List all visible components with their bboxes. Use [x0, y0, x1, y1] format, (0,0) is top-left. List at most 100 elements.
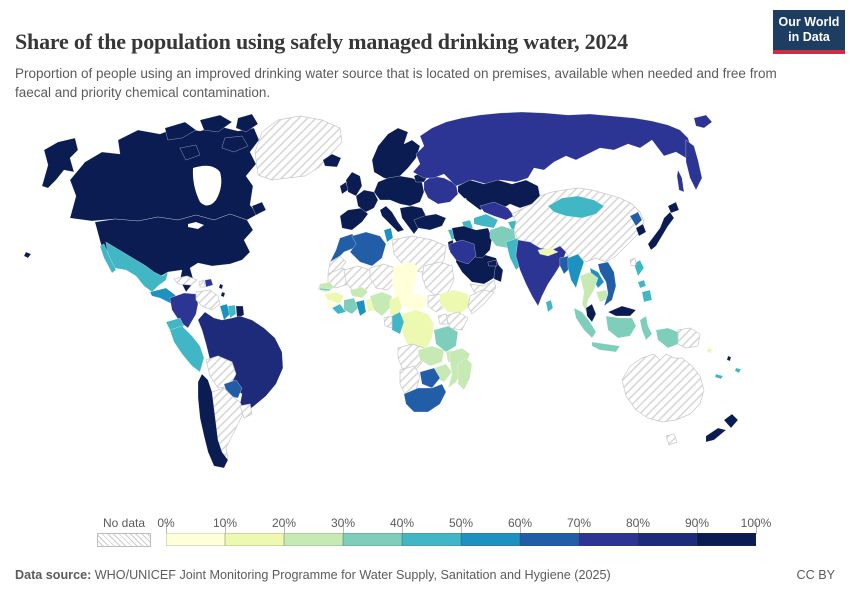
- country-canada[interactable]: [164, 121, 197, 141]
- country-mexico-baja[interactable]: [99, 243, 117, 274]
- country-somalia[interactable]: [467, 289, 495, 315]
- country-madagascar[interactable]: [457, 357, 473, 391]
- legend-no-data-swatch[interactable]: [97, 533, 151, 547]
- country-uk[interactable]: [345, 171, 363, 197]
- legend-bin-90-100%[interactable]: [697, 533, 756, 546]
- legend-bin-10-20%[interactable]: [225, 533, 284, 546]
- country-liberia[interactable]: [331, 303, 347, 315]
- region-iberia[interactable]: [339, 207, 369, 231]
- country-myanmar[interactable]: [567, 253, 585, 289]
- license-link[interactable]: CC BY: [796, 568, 836, 582]
- country-kenya[interactable]: [445, 311, 469, 331]
- legend-bin-70-80%[interactable]: [579, 533, 638, 546]
- country-greenland[interactable]: [254, 115, 343, 181]
- country-russia-chukotka[interactable]: [693, 114, 713, 129]
- country-gabon[interactable]: [383, 315, 393, 329]
- legend-bin-0-10%[interactable]: [166, 533, 225, 546]
- country-sudan[interactable]: [421, 261, 455, 297]
- country-uganda[interactable]: [437, 313, 449, 325]
- country-philippines-mindanao[interactable]: [641, 289, 653, 303]
- country-bolivia[interactable]: [205, 355, 237, 389]
- country-south-africa[interactable]: [403, 383, 447, 413]
- country-french-guiana[interactable]: [235, 305, 245, 319]
- country-russia-kamchatka[interactable]: [685, 139, 703, 191]
- country-western-sahara[interactable]: [327, 255, 347, 275]
- country-cote-divoire[interactable]: [343, 297, 359, 315]
- country-gambia[interactable]: [319, 287, 331, 292]
- country-tanzania[interactable]: [433, 325, 459, 353]
- country-chile[interactable]: [197, 373, 229, 469]
- legend-bin-60-70%[interactable]: [520, 533, 579, 546]
- country-philippines-visayas[interactable]: [637, 279, 647, 289]
- country-fiji[interactable]: [734, 367, 742, 374]
- country-indonesia-java[interactable]: [591, 341, 621, 353]
- region-lesser-antilles[interactable]: [220, 291, 226, 298]
- country-ethiopia[interactable]: [439, 289, 471, 315]
- country-indonesia-borneo[interactable]: [605, 315, 637, 339]
- country-north-korea[interactable]: [629, 211, 643, 227]
- country-peru[interactable]: [169, 325, 205, 373]
- legend-bin-40-50%[interactable]: [402, 533, 461, 546]
- country-haiti[interactable]: [198, 279, 206, 288]
- country-vanuatu[interactable]: [726, 355, 732, 362]
- region-tasmania[interactable]: [665, 433, 678, 446]
- country-indonesia-papua[interactable]: [655, 327, 679, 349]
- country-brazil[interactable]: [197, 311, 284, 413]
- country-ghana[interactable]: [355, 299, 367, 317]
- country-guinea[interactable]: [323, 291, 345, 305]
- country-mali[interactable]: [343, 265, 373, 293]
- country-ireland[interactable]: [339, 181, 349, 195]
- legend-no-data[interactable]: No data: [97, 516, 151, 547]
- legend-bin-50-60%[interactable]: [461, 533, 520, 546]
- country-mongolia[interactable]: [547, 195, 605, 219]
- country-niger[interactable]: [369, 263, 397, 291]
- region-uae-qatar[interactable]: [487, 259, 498, 267]
- country-kazakhstan[interactable]: [457, 179, 541, 211]
- country-colombia[interactable]: [169, 292, 199, 329]
- country-nepal[interactable]: [537, 247, 559, 257]
- country-mexico[interactable]: [105, 241, 169, 293]
- country-tunisia[interactable]: [383, 227, 394, 243]
- country-nigeria[interactable]: [369, 291, 393, 317]
- country-indonesia-sulawesi[interactable]: [639, 315, 653, 341]
- country-italy[interactable]: [379, 205, 405, 233]
- country-uzbekistan[interactable]: [479, 201, 515, 221]
- country-vietnam[interactable]: [597, 261, 617, 307]
- country-malaysia-borneo[interactable]: [607, 305, 637, 317]
- country-new-caledonia[interactable]: [714, 373, 724, 380]
- country-bangladesh[interactable]: [559, 255, 571, 275]
- country-angola[interactable]: [397, 343, 425, 373]
- country-iceland[interactable]: [322, 153, 342, 168]
- region-ukraine-belarus[interactable]: [423, 175, 459, 205]
- country-russia[interactable]: [412, 111, 693, 187]
- owid-logo[interactable]: Our World in Data: [773, 10, 845, 54]
- country-canada[interactable]: [221, 135, 249, 153]
- country-thailand[interactable]: [579, 271, 599, 313]
- country-canada[interactable]: [251, 201, 267, 216]
- country-oman[interactable]: [493, 261, 504, 283]
- country-france[interactable]: [355, 189, 379, 213]
- country-new-zealand-south[interactable]: [705, 427, 727, 443]
- country-canada[interactable]: [199, 114, 233, 133]
- country-taiwan[interactable]: [629, 257, 637, 267]
- country-usa-alaska[interactable]: [41, 137, 79, 189]
- country-canada[interactable]: [179, 144, 201, 161]
- country-solomon-islands[interactable]: [706, 347, 713, 354]
- region-lesser-antilles[interactable]: [218, 283, 224, 290]
- country-usa-hawaii[interactable]: [23, 251, 32, 259]
- country-sri-lanka[interactable]: [545, 299, 554, 313]
- country-japan[interactable]: [647, 211, 675, 251]
- country-drc[interactable]: [401, 309, 435, 353]
- country-zambia[interactable]: [417, 345, 445, 367]
- country-algeria[interactable]: [349, 231, 387, 267]
- country-south-korea[interactable]: [635, 223, 647, 237]
- country-suriname[interactable]: [227, 304, 237, 319]
- country-japan-hokkaido[interactable]: [667, 201, 680, 214]
- country-philippines-luzon[interactable]: [633, 259, 645, 277]
- country-venezuela[interactable]: [195, 289, 221, 311]
- country-uruguay[interactable]: [239, 403, 253, 419]
- country-turkmenistan[interactable]: [473, 213, 499, 229]
- country-burkina-faso[interactable]: [349, 286, 369, 299]
- country-indonesia-sumatra[interactable]: [573, 307, 597, 339]
- country-russia-sakhalin[interactable]: [676, 169, 685, 193]
